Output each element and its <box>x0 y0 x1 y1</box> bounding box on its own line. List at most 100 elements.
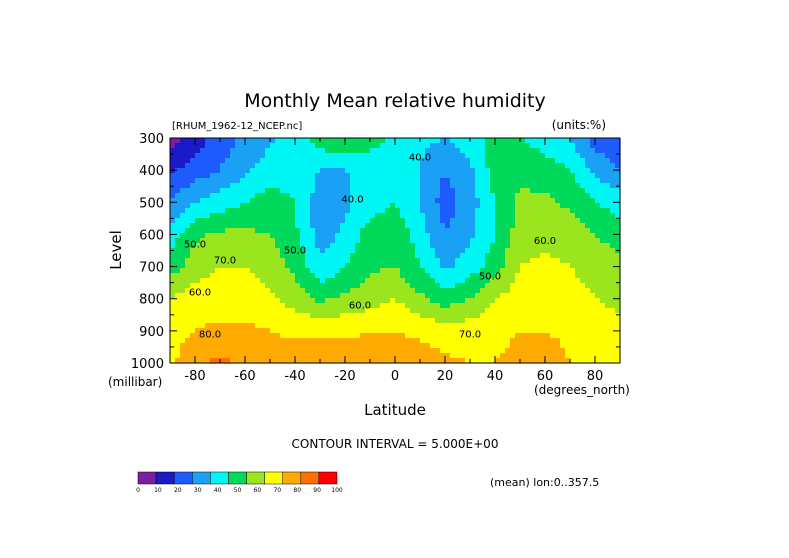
heatmap-cell <box>170 293 176 299</box>
heatmap-cell <box>275 148 281 154</box>
heatmap-cell <box>220 338 226 344</box>
heatmap-cell <box>300 158 306 164</box>
heatmap-cell <box>310 163 316 169</box>
heatmap-cell <box>410 293 416 299</box>
heatmap-cell <box>360 243 366 249</box>
heatmap-cell <box>235 243 241 249</box>
heatmap-cell <box>560 298 566 304</box>
heatmap-cell <box>510 198 516 204</box>
heatmap-cell <box>610 353 616 359</box>
heatmap-cell <box>615 303 621 309</box>
heatmap-cell <box>555 283 561 289</box>
heatmap-cell <box>440 193 446 199</box>
heatmap-cell <box>395 233 401 239</box>
heatmap-cell <box>370 293 376 299</box>
heatmap-cell <box>395 313 401 319</box>
heatmap-cell <box>230 293 236 299</box>
heatmap-cell <box>200 353 206 359</box>
x-tick-label: 20 <box>437 369 454 384</box>
heatmap-cell <box>585 263 591 269</box>
heatmap-cell <box>270 333 276 339</box>
heatmap-cell <box>200 308 206 314</box>
heatmap-cell <box>600 303 606 309</box>
heatmap-cell <box>400 218 406 224</box>
heatmap-cell <box>460 188 466 194</box>
heatmap-cell <box>475 253 481 259</box>
heatmap-cell <box>490 243 496 249</box>
heatmap-cell <box>350 173 356 179</box>
heatmap-cell <box>360 223 366 229</box>
heatmap-cell <box>440 158 446 164</box>
heatmap-cell <box>300 343 306 349</box>
heatmap-cell <box>530 183 536 189</box>
heatmap-cell <box>445 278 451 284</box>
heatmap-cell <box>220 293 226 299</box>
heatmap-cell <box>560 178 566 184</box>
heatmap-cell <box>565 203 571 209</box>
heatmap-cell <box>220 228 226 234</box>
contour-label: 70.0 <box>459 329 481 340</box>
heatmap-cell <box>330 213 336 219</box>
heatmap-cell <box>255 248 261 254</box>
heatmap-cell <box>320 148 326 154</box>
heatmap-cell <box>585 158 591 164</box>
heatmap-cell <box>440 153 446 159</box>
heatmap-cell <box>510 338 516 344</box>
heatmap-cell <box>550 308 556 314</box>
heatmap-cell <box>205 153 211 159</box>
heatmap-cell <box>615 333 621 339</box>
heatmap-cell <box>225 243 231 249</box>
heatmap-cell <box>320 353 326 359</box>
heatmap-cell <box>360 253 366 259</box>
heatmap-cell <box>195 173 201 179</box>
heatmap-cell <box>210 323 216 329</box>
heatmap-cell <box>525 193 531 199</box>
heatmap-cell <box>520 173 526 179</box>
heatmap-cell <box>370 148 376 154</box>
heatmap-cell <box>315 353 321 359</box>
heatmap-cell <box>345 238 351 244</box>
heatmap-cell <box>560 233 566 239</box>
heatmap-cell <box>480 248 486 254</box>
heatmap-cell <box>445 353 451 359</box>
heatmap-cell <box>360 163 366 169</box>
heatmap-cell <box>600 328 606 334</box>
heatmap-cell <box>360 308 366 314</box>
heatmap-cell <box>395 183 401 189</box>
heatmap-cell <box>575 198 581 204</box>
heatmap-cell <box>260 213 266 219</box>
heatmap-cell <box>305 238 311 244</box>
heatmap-cell <box>215 278 221 284</box>
heatmap-cell <box>365 178 371 184</box>
heatmap-cell <box>575 223 581 229</box>
heatmap-cell <box>270 328 276 334</box>
heatmap-cell <box>430 243 436 249</box>
colorbar-swatch <box>300 471 320 485</box>
x-tick-label: -80 <box>184 369 205 384</box>
heatmap-cell <box>190 213 196 219</box>
heatmap-cell <box>390 278 396 284</box>
heatmap-cell <box>545 348 551 354</box>
heatmap-cell <box>485 248 491 254</box>
heatmap-cell <box>605 358 611 364</box>
heatmap-cell <box>280 313 286 319</box>
heatmap-cell <box>615 223 621 229</box>
heatmap-cell <box>590 353 596 359</box>
heatmap-cell <box>330 353 336 359</box>
heatmap-cell <box>440 263 446 269</box>
heatmap-cell <box>480 323 486 329</box>
heatmap-cell <box>405 353 411 359</box>
heatmap-cell <box>465 273 471 279</box>
heatmap-cell <box>350 288 356 294</box>
heatmap-cell <box>435 193 441 199</box>
heatmap-cell <box>530 258 536 264</box>
heatmap-cell <box>550 188 556 194</box>
heatmap-cell <box>255 328 261 334</box>
heatmap-cell <box>385 203 391 209</box>
heatmap-cell <box>550 153 556 159</box>
heatmap-cell <box>490 308 496 314</box>
heatmap-cell <box>325 223 331 229</box>
heatmap-cell <box>270 158 276 164</box>
heatmap-cell <box>580 143 586 149</box>
heatmap-cell <box>270 168 276 174</box>
